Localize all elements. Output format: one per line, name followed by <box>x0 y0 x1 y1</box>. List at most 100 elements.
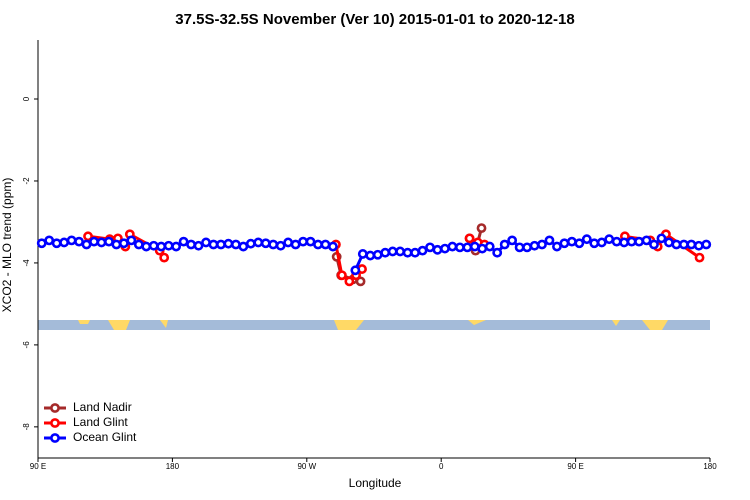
y-tick-label: -4 <box>22 259 31 267</box>
data-point <box>581 234 592 245</box>
data-point <box>208 239 219 250</box>
data-point <box>96 237 107 248</box>
x-tick-label: 180 <box>703 462 717 471</box>
data-point <box>380 247 391 258</box>
data-point <box>387 246 398 257</box>
data-point <box>223 238 234 249</box>
data-point <box>260 238 271 249</box>
legend-marker <box>50 433 60 443</box>
x-axis-label: Longitude <box>349 476 402 490</box>
data-point <box>290 239 301 250</box>
data-point <box>104 236 114 247</box>
data-point <box>159 252 170 263</box>
data-point <box>477 243 488 254</box>
chart-title: 37.5S-32.5S November (Ver 10) 2015-01-01… <box>175 11 574 28</box>
data-point <box>372 249 383 260</box>
y-tick-label: 0 <box>22 96 31 101</box>
data-point <box>589 238 600 249</box>
data-point <box>454 242 465 253</box>
data-point <box>671 239 682 250</box>
data-point <box>649 239 659 250</box>
data-point <box>357 249 368 259</box>
data-point <box>238 241 249 252</box>
data-point <box>440 243 450 254</box>
data-point <box>171 241 182 252</box>
data-point <box>522 242 532 253</box>
x-tick-label: 90 E <box>30 462 46 471</box>
data-point <box>656 233 667 244</box>
data-point <box>604 234 615 245</box>
legend-label: Ocean Glint <box>73 430 137 444</box>
data-point <box>216 239 226 250</box>
data-point <box>66 235 77 246</box>
data-point <box>230 239 241 250</box>
data-point <box>410 247 420 258</box>
data-point <box>395 246 406 257</box>
data-point <box>402 247 413 258</box>
data-point <box>305 236 316 247</box>
data-point <box>81 239 92 250</box>
legend-label: Land Glint <box>73 415 128 429</box>
data-point <box>320 239 331 250</box>
data-point <box>476 223 487 233</box>
data-point <box>634 236 644 247</box>
data-point <box>619 237 630 248</box>
data-point <box>417 245 428 256</box>
data-point <box>626 236 637 247</box>
y-tick-label: -8 <box>22 423 31 431</box>
data-point <box>484 241 495 252</box>
data-point <box>141 241 152 252</box>
data-point <box>36 238 47 249</box>
data-point <box>596 237 607 248</box>
data-point <box>693 240 704 251</box>
data-point <box>544 235 555 246</box>
data-point <box>425 242 435 253</box>
data-point <box>464 233 475 244</box>
legend-label: Land Nadir <box>73 400 132 414</box>
data-point <box>537 239 547 250</box>
data-point <box>111 239 122 250</box>
data-point <box>275 240 286 251</box>
y-tick-label: -6 <box>22 341 31 349</box>
y-axis-label: XCO2 - MLO trend (ppm) <box>0 178 14 313</box>
data-point <box>701 239 712 250</box>
data-point <box>268 239 279 250</box>
data-point <box>350 265 361 276</box>
data-point <box>186 239 196 250</box>
data-point <box>559 238 570 249</box>
legend-marker <box>50 418 60 428</box>
data-point <box>611 236 622 247</box>
data-point <box>133 239 144 250</box>
x-tick-label: 90 E <box>567 462 583 471</box>
data-point <box>365 250 376 261</box>
data-point <box>51 238 62 249</box>
data-point <box>118 238 129 249</box>
data-point <box>253 237 264 248</box>
data-point <box>641 235 652 246</box>
data-point <box>678 239 689 250</box>
data-point <box>499 239 510 250</box>
x-tick-label: 0 <box>439 462 444 471</box>
data-point <box>469 241 480 252</box>
data-point <box>514 242 525 253</box>
data-point <box>336 270 347 281</box>
x-tick-label: 90 W <box>297 462 316 471</box>
legend-marker <box>50 403 60 413</box>
data-point <box>686 239 697 250</box>
data-point <box>178 236 189 247</box>
data-point <box>193 240 204 251</box>
data-point <box>44 235 55 246</box>
data-point <box>89 236 99 247</box>
data-point <box>566 236 577 247</box>
data-point <box>552 241 562 252</box>
data-point <box>328 241 338 252</box>
data-point <box>492 247 503 258</box>
x-tick-label: 180 <box>166 462 180 471</box>
data-point <box>148 240 159 251</box>
data-point <box>694 252 705 263</box>
data-point <box>507 235 518 246</box>
data-point <box>245 238 256 249</box>
data-point <box>126 235 137 246</box>
data-point <box>283 237 294 248</box>
